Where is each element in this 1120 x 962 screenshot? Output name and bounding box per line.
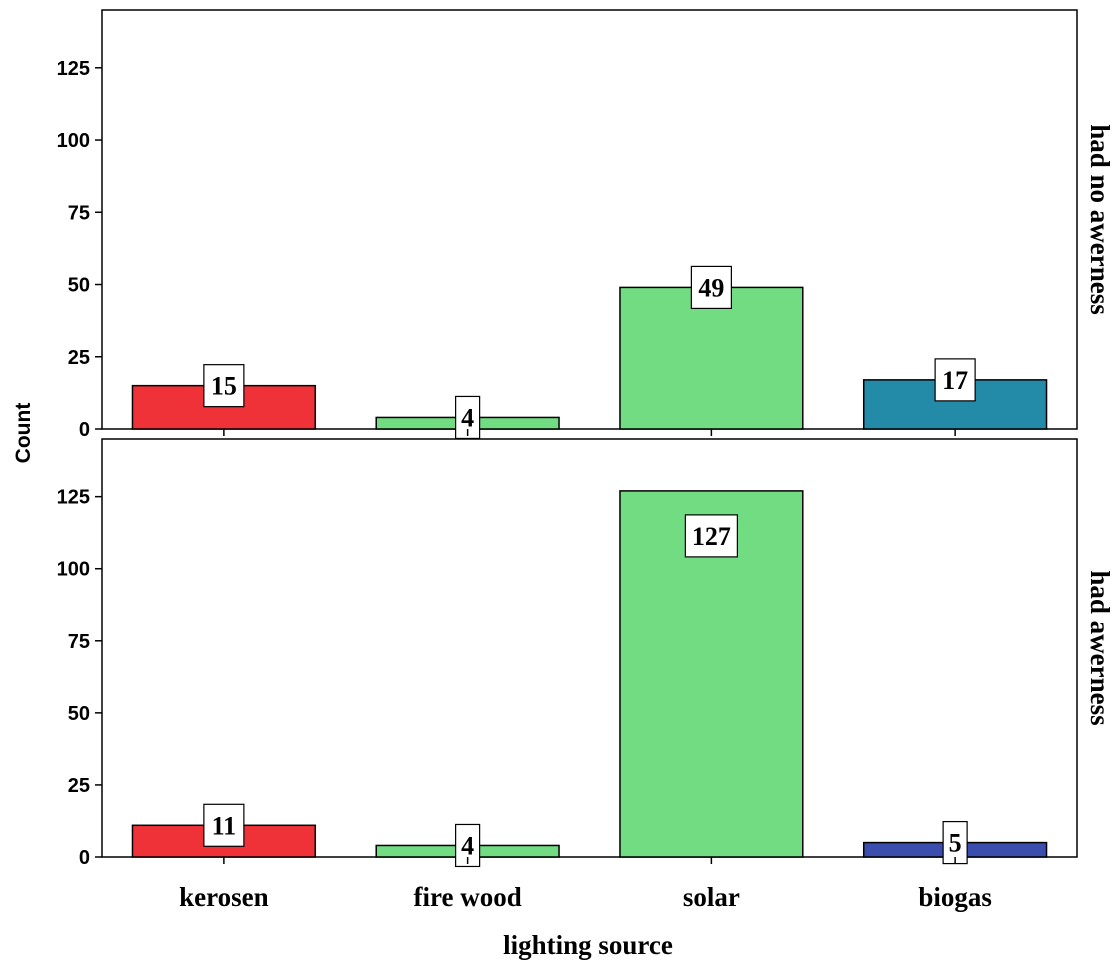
facet-label: had no awerness [1085, 124, 1115, 315]
data-label: 127 [692, 522, 731, 551]
data-label: 11 [212, 811, 237, 840]
x-category-label: biogas [918, 882, 992, 912]
x-category-label: solar [683, 882, 740, 912]
data-label-box [942, 820, 968, 865]
data-label: 17 [942, 366, 968, 395]
y-tick-label: 100 [57, 130, 90, 152]
y-tick-label: 75 [68, 202, 90, 224]
x-category-label: kerosen [179, 882, 269, 912]
y-axis-title: Count [12, 403, 35, 464]
data-label-box [934, 358, 976, 402]
x-axis-title: lighting source [503, 930, 673, 960]
data-label-box [684, 514, 738, 558]
y-tick-label: 100 [57, 559, 90, 581]
data-label-box [203, 364, 245, 408]
y-tick-label: 50 [68, 275, 90, 297]
panel-2: 0 25 50 75 100 125 11 4 127 5 had awerness [57, 438, 1115, 869]
panel-1: 0 25 50 75 100 125 15 4 49 17 had no awerness [57, 9, 1115, 441]
y-tick-label: 125 [57, 58, 90, 80]
data-label-box [203, 803, 245, 847]
data-label: 5 [949, 829, 962, 858]
x-category-label: fire wood [414, 882, 522, 912]
data-label: 15 [211, 372, 237, 401]
y-tick-label: 0 [79, 847, 90, 869]
facet-label: had awerness [1085, 570, 1115, 725]
data-label: 4 [461, 403, 474, 432]
data-label: 49 [698, 273, 724, 302]
y-tick-label: 125 [57, 487, 90, 509]
y-tick-label: 25 [68, 775, 90, 797]
y-tick-label: 0 [79, 419, 90, 441]
y-tick-label: 50 [68, 703, 90, 725]
x-category-labels: kerosen fire wood solar biogas [179, 882, 992, 912]
y-tick-label: 75 [68, 631, 90, 653]
y-tick-label: 25 [68, 347, 90, 369]
panel-frame [101, 9, 1078, 430]
panel-frame [101, 438, 1078, 858]
data-label: 4 [461, 831, 474, 860]
data-label-box [690, 265, 732, 310]
